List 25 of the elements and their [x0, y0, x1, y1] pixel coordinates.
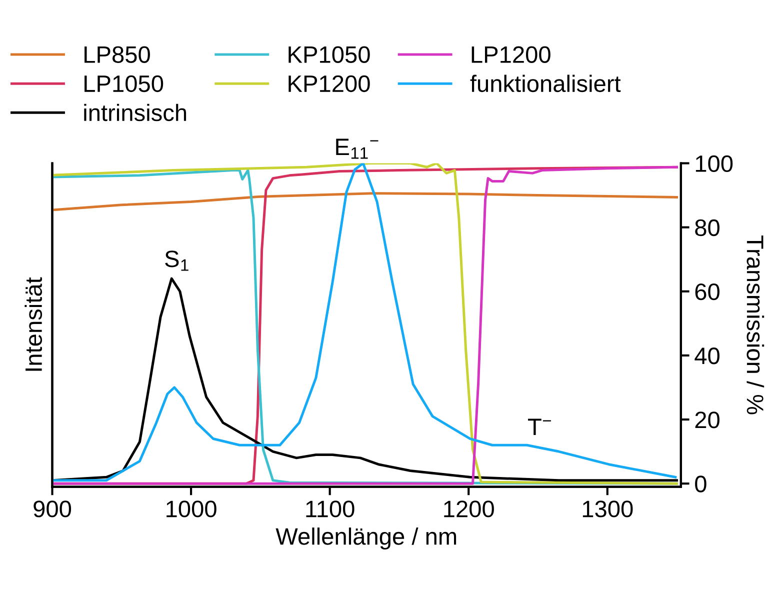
y2-tick-label: 100	[696, 155, 733, 172]
x-axis-title: Wellenlänge / nm	[276, 528, 456, 550]
x-tick-label: 1000	[166, 500, 216, 518]
text: E$_{11}$$^{−}$	[336, 138, 378, 159]
legend-label: LP1050	[84, 75, 164, 92]
legend-label: KP1050	[288, 46, 370, 63]
annotation: T$^{−}$	[528, 418, 551, 436]
y2-axis-title: Transmission / %	[746, 235, 764, 414]
legend-label: KP1200	[288, 75, 370, 92]
legend-label: intrinsisch	[84, 104, 186, 122]
y2-tick-label: 80	[695, 219, 720, 236]
y2-tick-label: 40	[694, 348, 720, 364]
x-tick-label: 900	[34, 500, 72, 518]
annotation: S$_{1}$	[165, 250, 188, 271]
x-tick-label: 1100	[306, 500, 354, 518]
y2-tick-label: 20	[695, 412, 720, 428]
line-series	[52, 192, 678, 212]
y2-tick-label: 60	[695, 283, 720, 300]
legend-label: funktionalisiert	[470, 74, 621, 92]
x-tick-label: 1200	[444, 500, 494, 518]
legend-label: LP1200	[472, 46, 550, 63]
y2-tick-label: 0	[695, 476, 706, 492]
x-tick-label: 1300	[582, 500, 633, 518]
y-axis-title: Intensität	[24, 277, 42, 371]
legend-label: LP850	[84, 46, 150, 63]
